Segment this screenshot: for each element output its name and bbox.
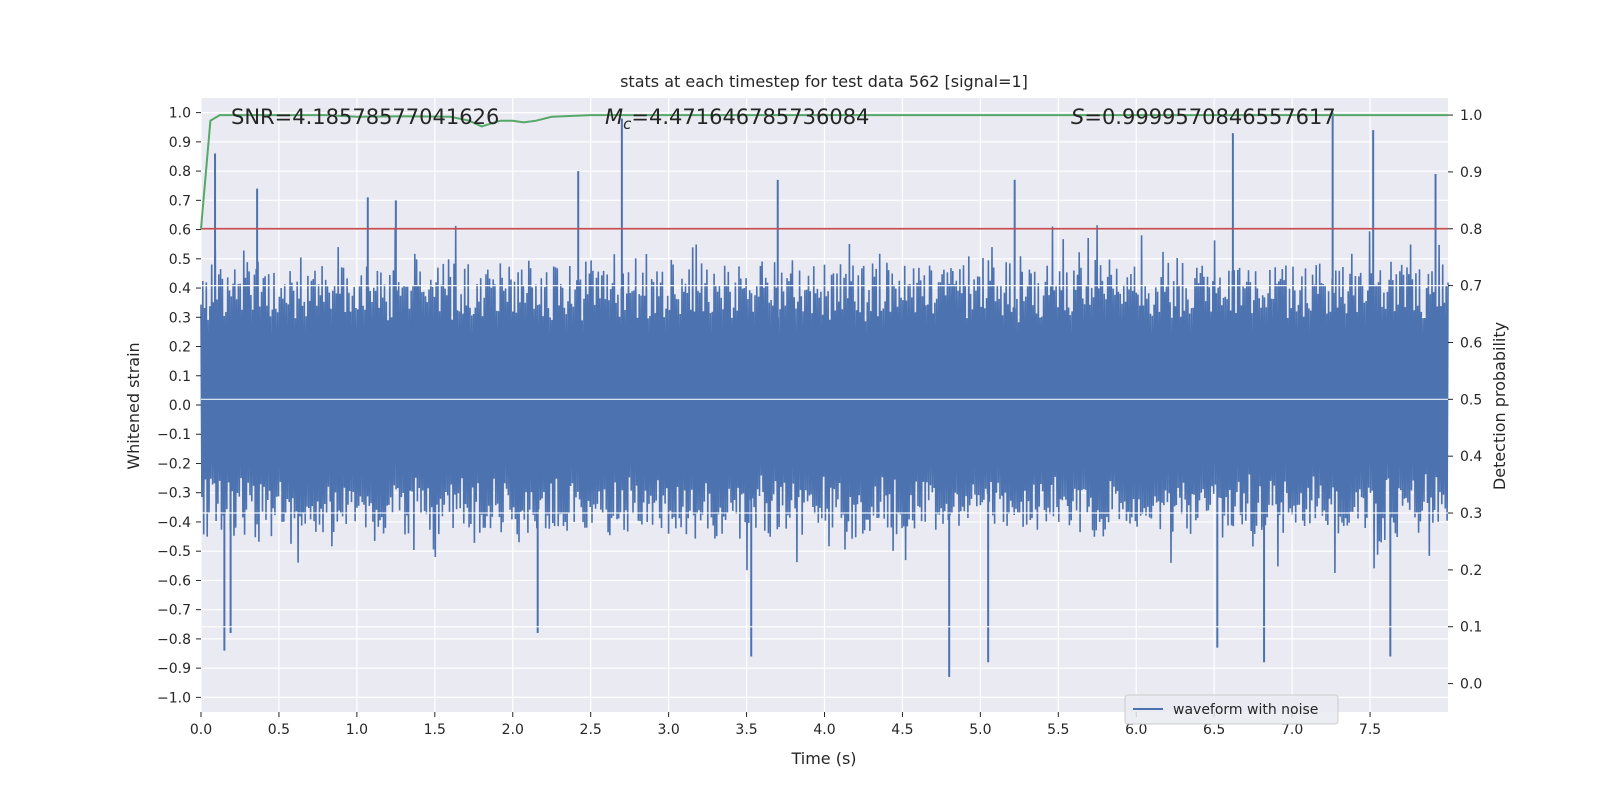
s-value: =0.9999570846557617 xyxy=(1084,105,1335,129)
waveform-core xyxy=(201,331,1448,464)
y-tick-label: 0.2 xyxy=(169,340,191,356)
y2-tick-label: 0.7 xyxy=(1460,279,1482,295)
y2-tick-label: 0.1 xyxy=(1460,620,1482,636)
y-tick-label: −0.5 xyxy=(157,544,191,560)
y-tick-label: 0.4 xyxy=(169,281,191,297)
x-tick-label: 4.5 xyxy=(891,722,913,738)
y-tick-label: 0.0 xyxy=(169,398,191,414)
probability-series xyxy=(200,114,1448,230)
x-tick-label: 5.5 xyxy=(1047,722,1069,738)
y2-axis-label: Detection probability xyxy=(1490,322,1509,490)
y-axis-label: Whitened strain xyxy=(124,342,143,469)
y2-tick-label: 0.6 xyxy=(1460,335,1482,351)
y2-tick-label: 0.5 xyxy=(1460,392,1482,408)
x-tick-label: 7.0 xyxy=(1281,722,1303,738)
y-tick-label: −0.2 xyxy=(157,456,191,472)
x-tick-label: 3.5 xyxy=(735,722,757,738)
y2-tick-label: 0.2 xyxy=(1460,563,1482,579)
x-tick-label: 2.5 xyxy=(580,722,602,738)
y-tick-label: 1.0 xyxy=(169,106,191,122)
y-tick-label: −1.0 xyxy=(157,690,191,706)
mc-subscript: c xyxy=(623,115,632,133)
y2-tick-label: 0.4 xyxy=(1460,449,1482,465)
y-tick-label: 0.9 xyxy=(169,135,191,151)
s-symbol: S xyxy=(1071,105,1084,129)
y-tick-label: −0.9 xyxy=(157,661,191,677)
y2-tick-label: 0.3 xyxy=(1460,506,1482,522)
legend-label: waveform with noise xyxy=(1173,702,1318,718)
x-tick-label: 3.0 xyxy=(657,722,679,738)
mc-annotation: Mc=4.471646785736084 xyxy=(605,105,869,133)
y-axis-right: 1.0 0.9 0.8 0.7 0.6 0.5 0.4 0.3 0.2 0.1 0.0 xyxy=(1448,108,1482,693)
probability-line xyxy=(200,114,1448,229)
x-tick-label: 0.5 xyxy=(268,722,290,738)
x-tick-label: 2.0 xyxy=(502,722,524,738)
chart-title: stats at each timestep for test data 562… xyxy=(620,72,1028,91)
x-tick-label: 5.0 xyxy=(969,722,991,738)
x-tick-label: 4.0 xyxy=(813,722,835,738)
y-tick-label: −0.7 xyxy=(157,603,191,619)
y-tick-label: −0.1 xyxy=(157,427,191,443)
mc-value: =4.471646785736084 xyxy=(631,105,869,129)
y-tick-label: 0.6 xyxy=(169,223,191,239)
x-tick-label: 0.0 xyxy=(190,722,212,738)
y2-tick-label: 1.0 xyxy=(1460,108,1482,124)
y-tick-label: −0.8 xyxy=(157,632,191,648)
x-tick-label: 6.5 xyxy=(1203,722,1225,738)
y-tick-label: 0.1 xyxy=(169,369,191,385)
y-tick-label: 0.5 xyxy=(169,252,191,268)
x-tick-label: 1.0 xyxy=(346,722,368,738)
x-axis-label: Time (s) xyxy=(790,749,856,768)
y-tick-label: −0.4 xyxy=(157,515,191,531)
snr-annotation: SNR=4.18578577041626 xyxy=(231,105,499,129)
y-tick-label: 0.7 xyxy=(169,193,191,209)
x-tick-label: 6.0 xyxy=(1125,722,1147,738)
y-tick-label: 0.3 xyxy=(169,310,191,326)
y2-tick-label: 0.0 xyxy=(1460,677,1482,693)
x-axis: 0.0 0.5 1.0 1.5 2.0 2.5 3.0 3.5 4.0 4.5 5.0 5.5 6.0 6… xyxy=(190,712,1381,738)
y-tick-label: −0.6 xyxy=(157,573,191,589)
x-tick-label: 1.5 xyxy=(424,722,446,738)
y-tick-label: −0.3 xyxy=(157,486,191,502)
x-tick-label: 7.5 xyxy=(1359,722,1381,738)
waveform-series xyxy=(200,112,1449,742)
y-axis-left: 1.0 0.9 0.8 0.7 0.6 0.5 0.4 0.3 0.2 0.1 0.0 −0.1 −0.… xyxy=(157,106,201,706)
y2-tick-label: 0.9 xyxy=(1460,165,1482,181)
legend-box xyxy=(1124,694,1339,725)
y-tick-label: 0.8 xyxy=(169,164,191,180)
y2-tick-label: 0.8 xyxy=(1460,222,1482,238)
mc-symbol: M xyxy=(605,105,623,129)
legend: waveform with noise xyxy=(1124,694,1339,725)
s-annotation: S=0.9999570846557617 xyxy=(1071,105,1336,129)
